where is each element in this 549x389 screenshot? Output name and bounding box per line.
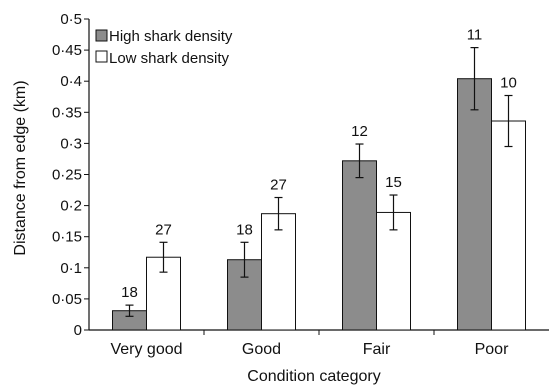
- y-tick-label: 0·4: [60, 73, 82, 90]
- plot-area: 0 0·05 0·1 0·15 0·2 0·25 0·3 0·35 0·4 0·45 0·5 Very…: [52, 11, 549, 358]
- bar: [261, 213, 296, 331]
- y-axis-label: Distance from edge (km): [12, 80, 29, 255]
- y-tick-label: 0·35: [52, 104, 82, 121]
- y-tick-label: 0·45: [52, 42, 82, 59]
- x-tick-label: Good: [242, 341, 281, 358]
- y-tick-label: 0: [74, 322, 82, 339]
- x-tick-label: Very good: [110, 341, 182, 358]
- y-tick-label: 0·1: [60, 260, 82, 277]
- legend: High shark density Low shark density: [95, 28, 233, 67]
- legend-label-low: Low shark density: [109, 50, 230, 67]
- y-tick-label: 0·5: [60, 11, 82, 28]
- legend-label-high: High shark density: [109, 28, 233, 45]
- data-label: 12: [351, 123, 368, 140]
- data-label: 27: [155, 221, 172, 238]
- data-label: 18: [121, 284, 138, 301]
- x-tick-label: Fair: [363, 341, 391, 358]
- data-label: 10: [500, 75, 517, 92]
- data-label: 27: [270, 177, 287, 194]
- x-tick-label: Poor: [475, 341, 509, 358]
- y-tick-label: 0·3: [60, 135, 82, 152]
- legend-swatch-high: [95, 29, 108, 42]
- y-tick-label: 0·2: [60, 198, 82, 215]
- legend-swatch-low: [95, 50, 108, 63]
- data-label: 11: [467, 27, 483, 44]
- y-tick-label: 0·15: [52, 229, 82, 246]
- data-label: 18: [236, 221, 253, 238]
- y-tick-label: 0·25: [52, 167, 82, 184]
- y-tick-label: 0·05: [52, 291, 82, 308]
- bar: [376, 211, 411, 331]
- bar: [457, 78, 492, 331]
- x-axis-label: Condition category: [247, 368, 380, 385]
- bar: [342, 160, 377, 331]
- bar: [491, 120, 526, 331]
- data-label: 15: [385, 174, 402, 191]
